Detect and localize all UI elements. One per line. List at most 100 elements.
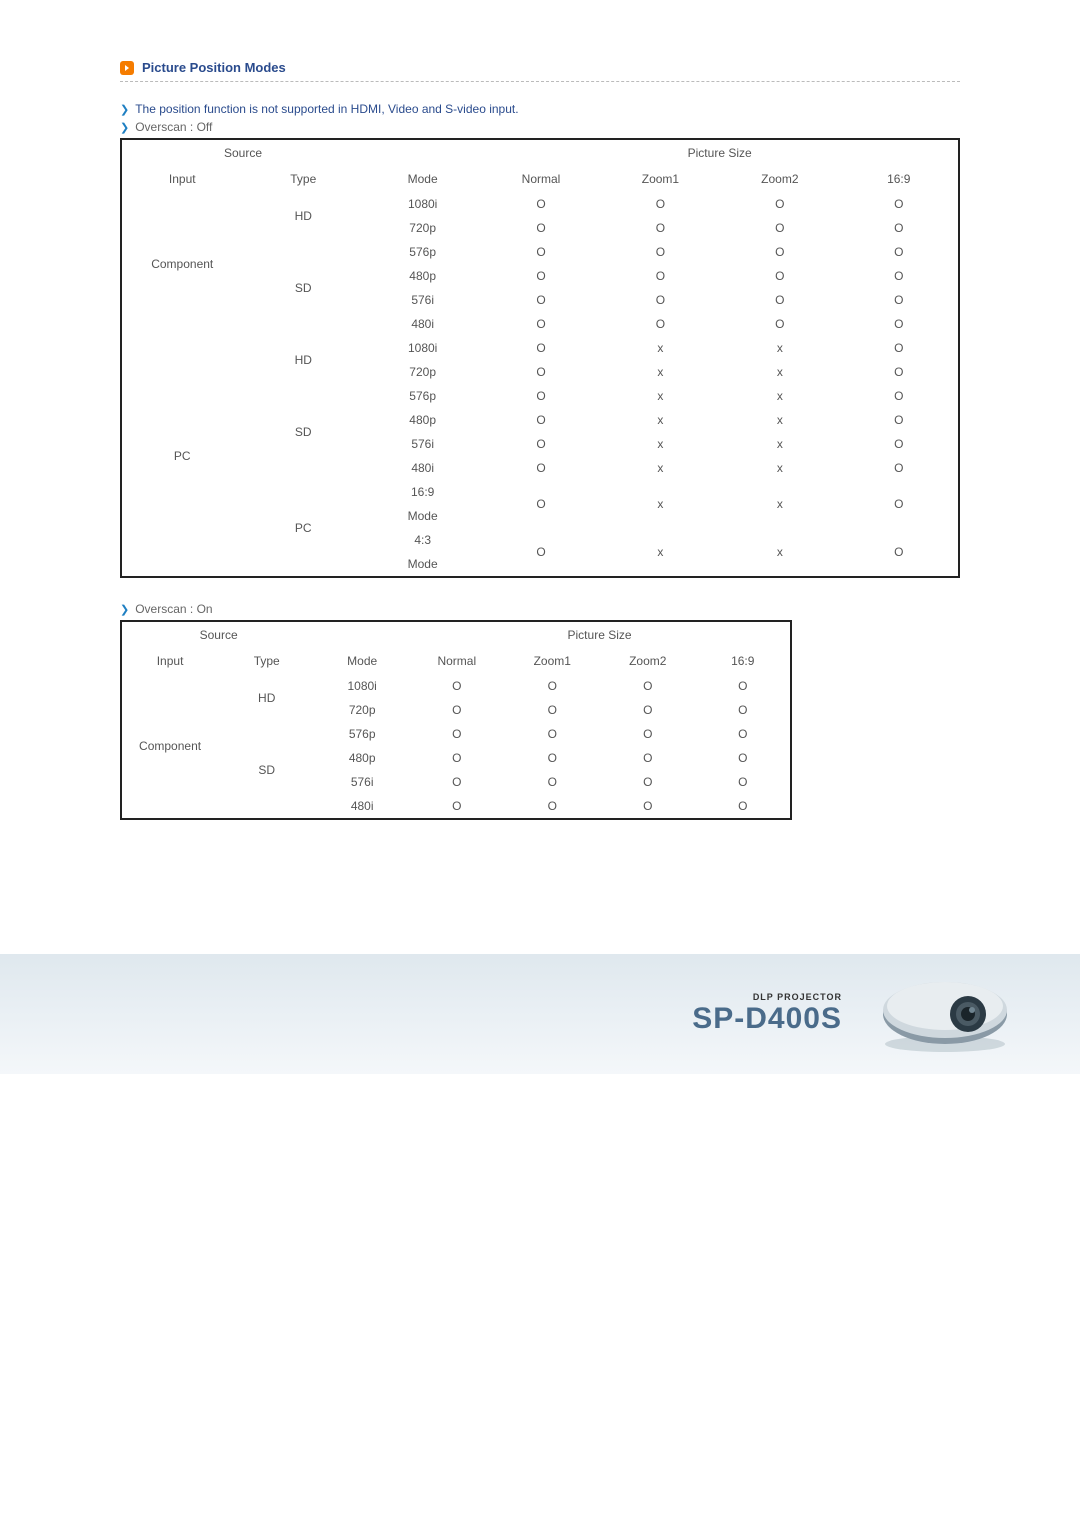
- cell-value: x: [601, 528, 720, 577]
- cell-mode: Mode: [364, 552, 481, 577]
- cell-value: O: [840, 192, 959, 216]
- chevron-icon: ❯: [120, 603, 129, 616]
- cell-value: O: [505, 722, 600, 746]
- cell-mode: 1080i: [364, 192, 481, 216]
- cell-mode: 720p: [364, 360, 481, 384]
- cell-value: O: [840, 240, 959, 264]
- table-row: SD576pOOOO: [121, 240, 959, 264]
- cell-input: Component: [121, 192, 243, 336]
- cell-value: O: [840, 336, 959, 360]
- table-row: PC16:9OxxO: [121, 480, 959, 504]
- brand-sub: DLP PROJECTOR: [692, 992, 842, 1002]
- cell-value: O: [481, 288, 600, 312]
- cell-value: O: [600, 674, 695, 698]
- cell-value: O: [840, 480, 959, 528]
- cell-value: O: [409, 698, 504, 722]
- overscan-on-note: ❯ Overscan : On: [120, 602, 960, 616]
- cell-mode: 576p: [364, 240, 481, 264]
- chevron-icon: ❯: [120, 121, 129, 134]
- cell-mode: 4:3: [364, 528, 481, 552]
- overscan-off-note: ❯ Overscan : Off: [120, 120, 960, 134]
- support-note-text: The position function is not supported i…: [135, 102, 518, 116]
- cell-value: x: [720, 384, 839, 408]
- th-col: Zoom1: [505, 648, 600, 674]
- cell-value: O: [720, 312, 839, 336]
- cell-value: O: [600, 698, 695, 722]
- cell-value: O: [840, 360, 959, 384]
- section-title: Picture Position Modes: [142, 60, 286, 75]
- bullet-icon: [120, 61, 134, 75]
- table-row: SD576pOOOO: [121, 722, 791, 746]
- cell-value: O: [601, 216, 720, 240]
- cell-mode: 480p: [364, 408, 481, 432]
- cell-value: O: [409, 746, 504, 770]
- cell-mode: 1080i: [315, 674, 409, 698]
- cell-value: O: [840, 384, 959, 408]
- cell-mode: 576i: [364, 432, 481, 456]
- cell-value: O: [695, 746, 791, 770]
- cell-input: Component: [121, 674, 218, 819]
- cell-value: O: [695, 794, 791, 819]
- cell-value: O: [840, 312, 959, 336]
- cell-value: O: [481, 216, 600, 240]
- cell-value: x: [601, 336, 720, 360]
- cell-type: SD: [243, 240, 365, 336]
- cell-value: O: [409, 674, 504, 698]
- th-blank: [315, 621, 409, 648]
- cell-value: O: [481, 480, 600, 528]
- th-col: Zoom2: [600, 648, 695, 674]
- overscan-on-text: Overscan : On: [135, 602, 212, 616]
- brand-main: SP-D400S: [692, 1002, 842, 1036]
- support-note: ❯ The position function is not supported…: [120, 102, 960, 116]
- cell-value: O: [840, 264, 959, 288]
- cell-value: O: [720, 216, 839, 240]
- cell-type: HD: [243, 192, 365, 240]
- cell-value: O: [481, 360, 600, 384]
- cell-mode: 480p: [364, 264, 481, 288]
- section-header: Picture Position Modes: [120, 60, 960, 82]
- cell-value: O: [481, 312, 600, 336]
- cell-value: x: [720, 528, 839, 577]
- cell-value: O: [600, 794, 695, 819]
- cell-value: x: [720, 336, 839, 360]
- cell-type: HD: [218, 674, 315, 722]
- cell-value: O: [409, 794, 504, 819]
- th-col: Input: [121, 166, 243, 192]
- cell-value: O: [481, 336, 600, 360]
- cell-value: O: [840, 432, 959, 456]
- cell-value: O: [840, 216, 959, 240]
- cell-mode: 480i: [315, 794, 409, 819]
- cell-mode: Mode: [364, 504, 481, 528]
- th-picture-size: Picture Size: [409, 621, 791, 648]
- cell-value: O: [505, 698, 600, 722]
- cell-value: O: [481, 432, 600, 456]
- cell-value: O: [481, 240, 600, 264]
- chevron-icon: ❯: [120, 103, 129, 116]
- cell-value: O: [840, 528, 959, 577]
- cell-value: O: [481, 192, 600, 216]
- th-col: Zoom2: [720, 166, 839, 192]
- cell-mode: 720p: [315, 698, 409, 722]
- cell-value: O: [720, 240, 839, 264]
- th-source: Source: [121, 139, 364, 166]
- cell-value: x: [720, 432, 839, 456]
- cell-value: O: [840, 408, 959, 432]
- cell-value: O: [481, 456, 600, 480]
- cell-value: O: [720, 192, 839, 216]
- cell-value: O: [601, 312, 720, 336]
- cell-value: x: [720, 360, 839, 384]
- th-blank: [364, 139, 481, 166]
- cell-value: x: [601, 480, 720, 528]
- cell-value: O: [601, 288, 720, 312]
- cell-value: x: [720, 456, 839, 480]
- cell-value: O: [840, 456, 959, 480]
- th-col: Type: [243, 166, 365, 192]
- cell-value: O: [481, 264, 600, 288]
- cell-value: O: [505, 674, 600, 698]
- cell-value: O: [695, 770, 791, 794]
- brand-block: DLP PROJECTOR SP-D400S: [692, 992, 842, 1036]
- th-col: Type: [218, 648, 315, 674]
- th-col: Mode: [364, 166, 481, 192]
- cell-value: O: [695, 698, 791, 722]
- th-picture-size: Picture Size: [481, 139, 959, 166]
